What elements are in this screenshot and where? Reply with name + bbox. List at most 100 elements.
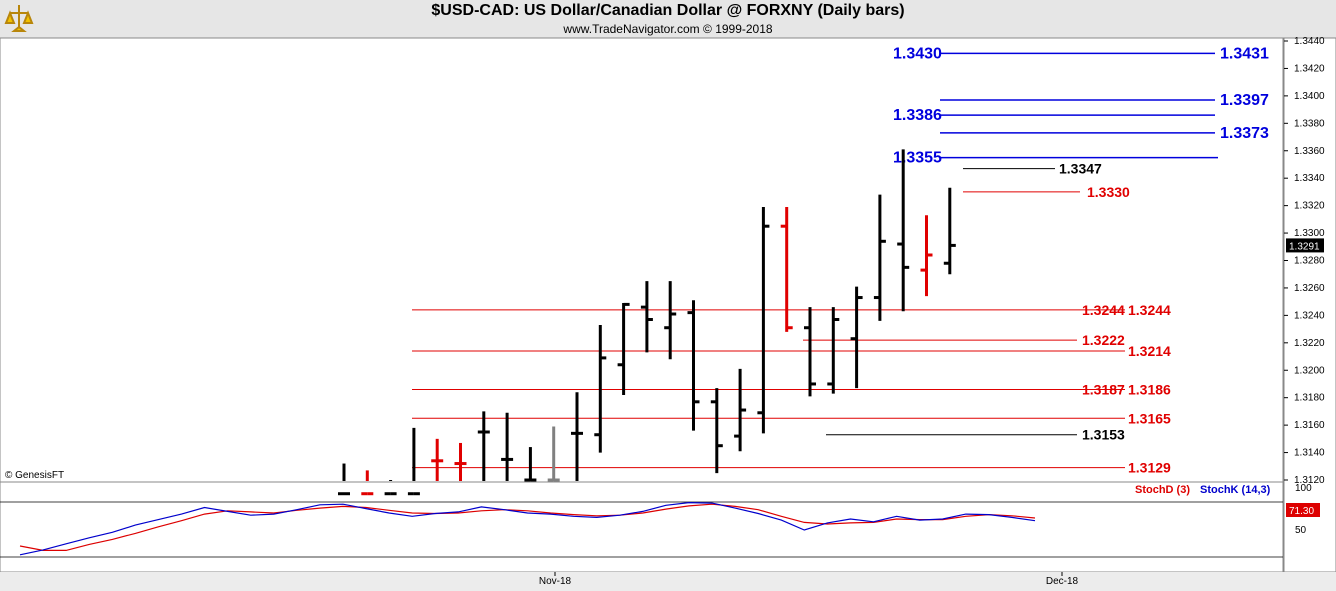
level-label-right: 1.3431 [1220,45,1269,62]
level-line-1-3222: 1.3222 [803,332,1125,348]
ohlc-bar [571,392,583,481]
ohlc-bar [897,149,910,312]
time-axis: Nov-18 Dec-18 [0,572,1336,591]
level-label-right: 1.3214 [1128,343,1171,359]
price-tick-label: 1.3440 [1294,36,1325,47]
level-label-left: 1.3430 [893,45,942,62]
price-tick-label: 1.3200 [1294,365,1325,376]
level-line-1-3386: 1.3386 [893,107,1215,124]
chart-subtitle: www.TradeNavigator.com © 1999-2018 [563,22,773,36]
level-line-1-3347: 1.3347 [963,161,1102,177]
ohlc-bar [594,324,607,453]
level-line-1-3186: 1.3187 1.3186 [412,381,1171,397]
level-line-1-3373: 1.3373 [940,125,1269,142]
price-tick-label: 1.3280 [1294,256,1325,267]
stochd-line [19,503,1036,551]
ohlc-bar [361,470,374,496]
ohlc-bar [757,206,770,434]
price-tick-label: 1.3180 [1294,393,1325,404]
level-line-1-3153: 1.3153 [826,427,1125,443]
level-label-left: 1.3187 [1082,381,1125,397]
ohlc-bar [384,480,397,496]
price-tick-label: 1.3220 [1294,338,1325,349]
price-tick-label: 1.3260 [1294,283,1325,294]
fibonacci-levels: 1.3430 1.3431 1.3397 1.3386 1.3373 1.3355 1.33… [412,45,1269,476]
ohlc-bar [338,463,350,496]
genesis-watermark: © GenesisFT [5,470,64,481]
level-label-right: 1.3373 [1220,125,1269,142]
level-label-right: 1.3129 [1128,460,1171,476]
level-line-1-3165: 1.3165 [412,410,1171,426]
price-axis: 1.3440 1.3420 1.3400 1.3380 1.3360 1.3340 1.33… [1284,36,1325,486]
level-label-right: 1.3330 [1087,184,1130,200]
indicator-tick-100: 100 [1295,483,1312,494]
indicator-value-label: 71.30 [1289,506,1314,517]
last-price-label: 1.3291 [1289,241,1320,252]
price-tick-label: 1.3240 [1294,310,1325,321]
indicator-tick-50: 50 [1295,525,1307,536]
ohlc-bar [454,442,467,481]
indicator-value-badge [1286,503,1320,517]
time-tick-label: Nov-18 [539,576,572,587]
price-tick-label: 1.3140 [1294,448,1325,459]
title-bar: $USD-CAD: US Dollar/Canadian Dollar @ FO… [0,0,1336,38]
price-plot-area [0,37,1284,483]
price-tick-label: 1.3160 [1294,420,1325,431]
indicator-plot-area [0,481,1284,573]
stochastic-panel: StochD (3) StochK (14,3) 100 50 71.30 [0,483,1320,558]
price-tick-label: 1.3300 [1294,228,1325,239]
ohlc-bar [407,427,420,496]
ohlc-bar [804,307,816,397]
time-tick-label: Dec-18 [1046,576,1079,587]
ohlc-bar [710,388,723,474]
price-tick-label: 1.3340 [1294,173,1325,184]
level-label-left: 1.3355 [893,150,942,167]
level-label-right: 1.3244 [1128,302,1171,318]
level-line-1-3431: 1.3430 1.3431 [893,45,1269,62]
trade-navigator-logo-icon [4,5,34,32]
level-label-right: 1.3165 [1128,410,1171,426]
level-label-right: 1.3397 [1220,92,1269,109]
level-line-1-3355: 1.3355 [893,150,1218,167]
ohlc-bar [524,447,537,482]
price-tick-label: 1.3380 [1294,118,1325,129]
ohlc-bar [640,281,653,353]
ohlc-bar [547,426,560,482]
level-label-right: 1.3186 [1128,381,1171,397]
price-tick-label: 1.3320 [1294,201,1325,212]
ohlc-bar [477,411,490,481]
ohlc-bar [687,300,700,431]
ohlc-bar [943,187,956,275]
stochd-legend: StochD (3) [1135,484,1190,496]
ohlc-bar [873,194,886,321]
ohlc-bar [920,215,933,297]
level-line-1-3214: 1.3214 [412,343,1171,359]
ohlc-bar [664,281,677,360]
stochk-line [19,501,1036,556]
level-line-1-3397: 1.3397 [940,92,1269,109]
price-tick-label: 1.3400 [1294,91,1325,102]
price-tick-label: 1.3360 [1294,146,1325,157]
chart-title: $USD-CAD: US Dollar/Canadian Dollar @ FO… [431,2,905,19]
level-line-1-3330: 1.3330 [963,184,1130,200]
last-price-badge [1286,238,1324,253]
level-label-right: 1.3153 [1082,427,1125,443]
ohlc-bar [850,286,863,389]
level-label-left: 1.3222 [1082,332,1125,348]
level-label-left: 1.3386 [893,107,942,124]
ohlc-bar [501,412,514,481]
ohlc-bar [780,206,793,332]
ohlc-bar [617,302,630,395]
ohlc-bars [338,149,956,496]
level-label-right: 1.3347 [1059,161,1102,177]
price-tick-label: 1.3420 [1294,63,1325,74]
price-tick-label: 1.3120 [1294,475,1325,486]
level-label-left: 1.3244 [1082,302,1125,318]
stochk-legend: StochK (14,3) [1200,484,1271,496]
level-line-1-3244: 1.3244 1.3244 [412,302,1171,318]
time-axis-bar [0,572,1336,591]
ohlc-bar [827,307,840,394]
ohlc-bar [734,368,747,452]
ohlc-bar [431,438,444,481]
